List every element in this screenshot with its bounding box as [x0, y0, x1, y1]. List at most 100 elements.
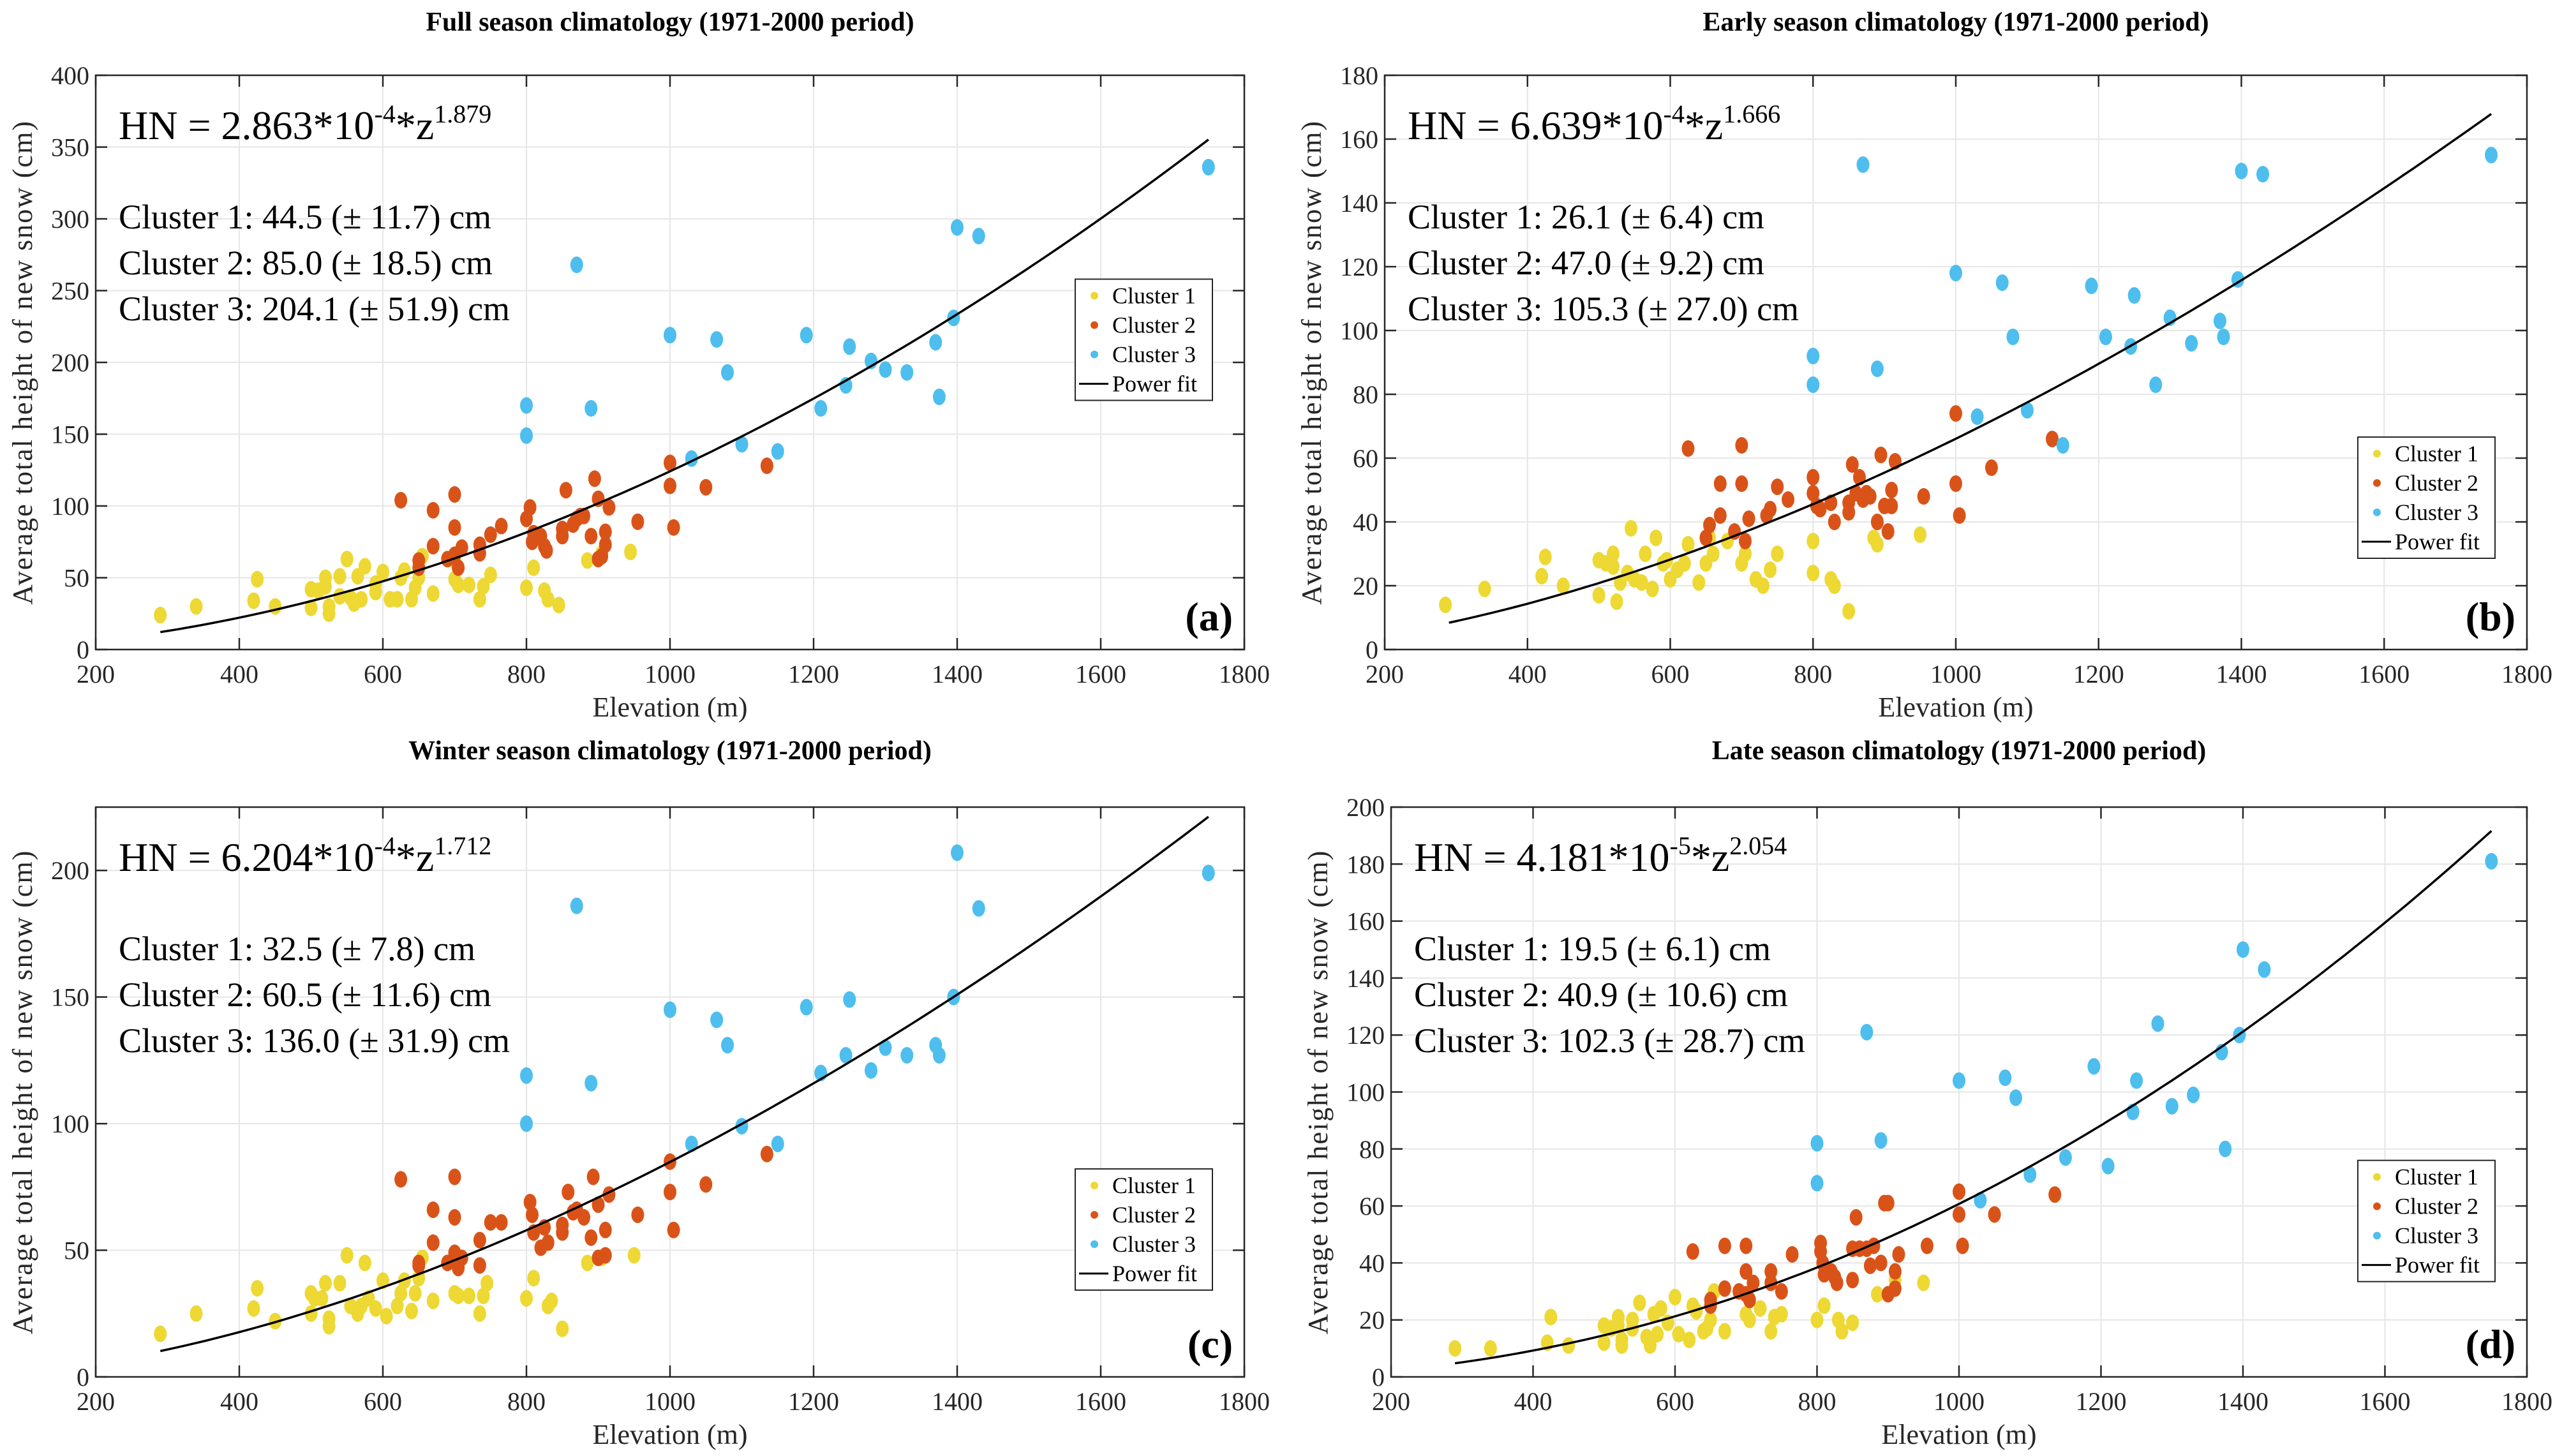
- data-point: [2085, 278, 2098, 294]
- data-point: [1917, 488, 1930, 505]
- data-point: [843, 991, 856, 1008]
- panel-b: 200 400 600 800 1000 1200 1400 1600 1800 0 20 40 60 8…: [1296, 8, 2552, 723]
- chart-title: Winter season climatology (1971-2000 per…: [408, 736, 932, 766]
- y-tick-label: 100: [51, 492, 89, 521]
- data-point: [1817, 1297, 1831, 1314]
- data-point: [664, 327, 676, 344]
- data-point: [951, 219, 964, 236]
- data-point: [190, 598, 203, 615]
- data-point: [2023, 1166, 2037, 1183]
- data-point: [900, 1046, 914, 1064]
- data-point: [1703, 517, 1717, 533]
- legend-label: Cluster 1: [2395, 441, 2478, 466]
- cluster-stat: Cluster 3: 102.3 (± 28.7) cm: [1414, 1021, 1805, 1060]
- data-point: [1484, 1340, 1497, 1357]
- data-point: [556, 1320, 569, 1337]
- data-point: [1650, 530, 1663, 546]
- data-point: [412, 1254, 426, 1272]
- y-tick-label: 0: [77, 635, 89, 664]
- y-axis-label: Average total height of new snow (cm): [7, 850, 38, 1335]
- data-point: [1806, 533, 1820, 549]
- data-point: [1842, 603, 1856, 620]
- data-point: [1738, 546, 1752, 562]
- data-point: [631, 1206, 644, 1223]
- data-point: [1846, 1314, 1859, 1332]
- data-point: [448, 1208, 461, 1226]
- data-point: [1538, 549, 1552, 565]
- x-tick-label: 1600: [2360, 1387, 2411, 1416]
- y-tick-label: 20: [1359, 1306, 1385, 1335]
- x-tick-label: 1400: [932, 660, 983, 688]
- y-tick-label: 350: [51, 133, 89, 162]
- data-point: [2009, 1089, 2022, 1106]
- y-tick-label: 0: [1366, 635, 1378, 664]
- data-point: [520, 397, 533, 414]
- data-point: [1771, 546, 1784, 562]
- data-point: [358, 1254, 371, 1272]
- legend-marker-1: [1091, 1182, 1098, 1190]
- data-point: [2056, 437, 2069, 454]
- data-point: [355, 591, 368, 608]
- panel-label: (b): [2466, 594, 2515, 639]
- y-tick-label: 50: [64, 1237, 89, 1265]
- data-point: [1881, 523, 1895, 540]
- data-point: [540, 542, 553, 559]
- x-tick-label: 1800: [2501, 660, 2552, 688]
- data-point: [577, 1208, 590, 1226]
- data-point: [599, 1221, 612, 1238]
- data-point: [1949, 475, 1962, 492]
- data-point: [2020, 402, 2034, 419]
- data-point: [484, 1214, 497, 1231]
- data-point: [1562, 1337, 1575, 1354]
- series-cluster-2: [1686, 1183, 2062, 1314]
- data-point: [1828, 514, 1841, 530]
- data-point: [520, 579, 533, 597]
- data-point: [1672, 1326, 1685, 1343]
- data-point: [1681, 536, 1695, 553]
- data-point: [1888, 1280, 1902, 1297]
- data-point: [1735, 437, 1748, 454]
- data-point: [1610, 593, 1623, 610]
- data-point: [585, 1074, 598, 1092]
- data-point: [664, 1184, 676, 1201]
- legend-label: Power fit: [2395, 1252, 2480, 1278]
- data-point: [710, 1011, 724, 1029]
- x-tick-label: 200: [1366, 660, 1404, 688]
- legend-box: [1075, 1168, 1213, 1291]
- data-point: [2130, 1072, 2143, 1089]
- data-point: [2237, 941, 2249, 958]
- data-point: [484, 526, 497, 543]
- x-tick-label: 400: [1508, 660, 1547, 688]
- data-point: [552, 597, 565, 614]
- legend-marker-3: [2373, 1231, 2381, 1240]
- data-point: [247, 1300, 260, 1317]
- y-tick-label: 200: [51, 348, 89, 377]
- power-fit-line: [1454, 829, 2492, 1365]
- legend-marker-1: [2373, 1173, 2381, 1181]
- data-point: [570, 256, 583, 273]
- data-point: [2485, 852, 2498, 870]
- data-point: [1810, 1311, 1824, 1328]
- data-point: [2059, 1149, 2072, 1166]
- legend: Cluster 1 Cluster 2 Cluster 3 Power fit: [1075, 1168, 1213, 1291]
- legend-box: [1075, 278, 1213, 401]
- legend-label: Cluster 2: [2395, 1194, 2478, 1219]
- y-tick-label: 60: [1353, 444, 1378, 473]
- y-tick-label: 80: [1353, 380, 1378, 409]
- x-tick-label: 200: [77, 660, 115, 688]
- data-point: [495, 1214, 508, 1231]
- data-point: [463, 576, 475, 593]
- legend-box: [2357, 436, 2496, 559]
- data-point: [1686, 1243, 1699, 1260]
- data-point: [1544, 1309, 1558, 1326]
- data-point: [391, 1297, 404, 1314]
- y-tick-label: 100: [1340, 316, 1378, 345]
- data-point: [585, 400, 598, 417]
- data-point: [1692, 574, 1706, 591]
- data-point: [588, 470, 601, 487]
- y-axis-label: Average total height of new snow (cm): [1302, 850, 1334, 1335]
- legend-marker-2: [1091, 1211, 1098, 1219]
- data-point: [879, 1039, 892, 1057]
- data-point: [631, 513, 644, 530]
